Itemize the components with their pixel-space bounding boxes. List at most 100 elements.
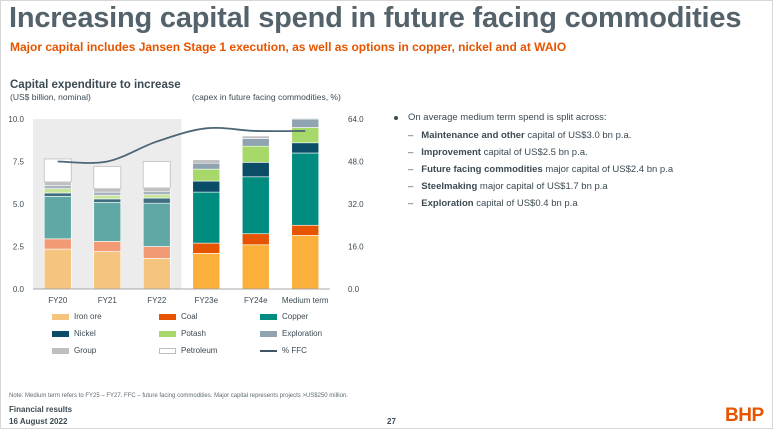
footnote: Note: Medium term refers to FY25 – FY27.… bbox=[9, 393, 348, 399]
bar-petroleum-fy21 bbox=[93, 166, 122, 190]
bhp-logo: BHP bbox=[725, 405, 764, 426]
bullet-item: – Exploration capital of US$0.4 bn p.a bbox=[408, 198, 673, 209]
bullet-item: – Maintenance and other capital of US$3.0… bbox=[408, 130, 673, 141]
bullet-item-bold: Exploration bbox=[421, 198, 474, 209]
chart-left-axis-unit: (US$ billion, nominal) bbox=[10, 92, 91, 102]
legend-swatch-potash bbox=[159, 330, 176, 337]
bar-group-fy23e bbox=[192, 159, 221, 164]
slide-title: Increasing capital spend in future facin… bbox=[9, 2, 742, 34]
y-tick-right: 16.0 bbox=[348, 243, 364, 252]
legend-label-iron-ore: Iron ore bbox=[74, 312, 102, 321]
bullet-item-bold: Steelmaking bbox=[421, 181, 478, 192]
legend-label-group: Group bbox=[74, 346, 97, 355]
bullet-item-text: major capital of US$2.4 bn p.a bbox=[542, 164, 674, 175]
bullet-list: On average medium term spend is split ac… bbox=[394, 112, 673, 215]
x-tick-label: FY20 bbox=[48, 296, 68, 305]
bar-iron-ore-fy22 bbox=[142, 258, 171, 290]
bar-iron-ore-fy24e bbox=[241, 244, 270, 290]
chart-title: Capital expenditure to increase bbox=[10, 79, 181, 91]
bar-coal-fy23e bbox=[192, 242, 221, 254]
y-tick-right: 48.0 bbox=[348, 158, 364, 167]
x-tick-label: FY21 bbox=[98, 296, 118, 305]
legend-label-exploration: Exploration bbox=[282, 329, 323, 338]
bar-nickel-fy22 bbox=[142, 197, 171, 204]
y-tick-left: 10.0 bbox=[8, 115, 24, 124]
y-tick-left: 2.5 bbox=[13, 243, 25, 252]
y-tick-right: 64.0 bbox=[348, 115, 364, 124]
x-tick-label: FY23e bbox=[194, 296, 218, 305]
bar-coal-fy21 bbox=[93, 241, 122, 252]
legend-label-copper: Copper bbox=[282, 312, 309, 321]
bullet-lead: On average medium term spend is split ac… bbox=[394, 112, 673, 123]
bar-copper-fy23e bbox=[192, 191, 221, 244]
y-tick-right: 0.0 bbox=[348, 285, 360, 294]
bar-potash-fy21 bbox=[93, 195, 122, 200]
legend-swatch-petroleum bbox=[159, 347, 176, 354]
x-tick-label: Medium term bbox=[282, 296, 329, 305]
dash-icon: – bbox=[408, 147, 414, 158]
bar-group-fy22 bbox=[142, 187, 171, 192]
legend-label-potash: Potash bbox=[181, 329, 206, 338]
bar-copper-medium-term bbox=[291, 152, 320, 226]
bar-petroleum-fy22 bbox=[142, 161, 171, 189]
bar-potash-fy20 bbox=[43, 188, 72, 194]
y-tick-left: 7.5 bbox=[13, 158, 25, 167]
dash-icon: – bbox=[408, 164, 414, 175]
bar-exploration-fy24e bbox=[241, 138, 270, 147]
legend-item-copper: Copper bbox=[260, 312, 308, 321]
bar-group-fy21 bbox=[93, 188, 122, 193]
bullet-lead-text: On average medium term spend is split ac… bbox=[408, 112, 607, 123]
legend-item-potash: Potash bbox=[159, 329, 206, 338]
footer-date: 16 August 2022 bbox=[9, 417, 68, 426]
bar-nickel-fy24e bbox=[241, 162, 270, 178]
ffc-percentage-line bbox=[57, 126, 306, 164]
chart-right-axis-unit: (capex in future facing commodities, %) bbox=[192, 92, 341, 102]
bar-nickel-fy23e bbox=[192, 180, 221, 193]
bar-petroleum-fy20 bbox=[43, 158, 72, 183]
dash-icon: – bbox=[408, 198, 414, 209]
bar-coal-fy24e bbox=[241, 233, 270, 246]
bar-group-fy20 bbox=[43, 181, 72, 186]
legend-item-coal: Coal bbox=[159, 312, 197, 321]
bar-nickel-fy21 bbox=[93, 198, 122, 203]
legend-swatch-iron-ore bbox=[52, 313, 69, 320]
bar-potash-fy24e bbox=[241, 145, 270, 163]
bar-exploration-fy21 bbox=[93, 191, 122, 196]
bullet-item: – Future facing commodities major capital… bbox=[408, 164, 673, 175]
legend-swatch-coal bbox=[159, 313, 176, 320]
bar-potash-fy22 bbox=[142, 194, 171, 199]
y-tick-left: 5.0 bbox=[13, 200, 25, 209]
x-tick-label: FY22 bbox=[147, 296, 167, 305]
bullet-item-text: capital of US$0.4 bn p.a bbox=[473, 198, 578, 209]
legend-item-nickel: Nickel bbox=[52, 329, 96, 338]
legend-line-ffc bbox=[260, 349, 277, 352]
legend-label-ffc: % FFC bbox=[282, 346, 307, 355]
y-tick-left: 0.0 bbox=[13, 285, 25, 294]
bullet-item-text: capital of US$2.5 bn p.a. bbox=[480, 147, 588, 158]
bullet-item: – Steelmaking major capital of US$1.7 bn … bbox=[408, 181, 673, 192]
legend-item-group: Group bbox=[52, 346, 96, 355]
bar-group-fy24e bbox=[241, 135, 270, 139]
legend-label-petroleum: Petroleum bbox=[181, 346, 218, 355]
bar-nickel-medium-term bbox=[291, 142, 320, 154]
page-number: 27 bbox=[387, 417, 396, 426]
bar-copper-fy22 bbox=[142, 202, 171, 247]
bar-iron-ore-fy23e bbox=[192, 253, 221, 290]
legend-swatch-group bbox=[52, 347, 69, 354]
bar-iron-ore-medium-term bbox=[291, 235, 320, 290]
bullet-dot-icon bbox=[394, 115, 398, 120]
bar-potash-medium-term bbox=[291, 127, 320, 144]
dash-icon: – bbox=[408, 181, 414, 192]
slide-subtitle: Major capital includes Jansen Stage 1 ex… bbox=[10, 40, 567, 54]
legend-swatch-nickel bbox=[52, 330, 69, 337]
bullet-item-bold: Maintenance and other bbox=[421, 130, 525, 141]
y-tick-right: 32.0 bbox=[348, 200, 364, 209]
bar-copper-fy21 bbox=[93, 202, 122, 242]
bullet-item-bold: Improvement bbox=[421, 147, 481, 158]
bar-iron-ore-fy21 bbox=[93, 251, 122, 290]
bar-copper-fy20 bbox=[43, 196, 72, 240]
legend-item-petroleum: Petroleum bbox=[159, 346, 217, 355]
bullet-item: – Improvement capital of US$2.5 bn p.a. bbox=[408, 147, 673, 158]
legend-item-exploration: Exploration bbox=[260, 329, 322, 338]
